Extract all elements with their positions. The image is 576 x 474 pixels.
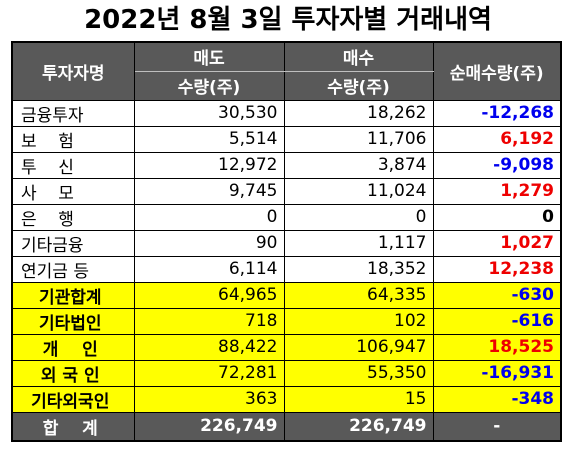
net-buy-quantity: 18,525	[432, 333, 562, 361]
investor-name: 연기금 등	[11, 255, 135, 283]
investor-name: 개 인	[11, 333, 135, 361]
sell-quantity: 363	[133, 385, 285, 413]
investor-name: 외 국 인	[11, 359, 135, 387]
table-row: 연기금 등 6,114 18,352 12,238	[11, 255, 562, 283]
total-buy: 226,749	[283, 411, 434, 442]
sell-quantity: 90	[133, 229, 285, 257]
net-buy-quantity: -16,931	[432, 359, 562, 387]
table-row: 투 신 12,972 3,874 -9,098	[11, 151, 562, 179]
investor-name: 보 험	[11, 125, 135, 153]
table-row: 금융투자 30,530 18,262 -12,268	[11, 99, 562, 127]
total-net: -	[432, 411, 562, 442]
sell-quantity: 12,972	[133, 151, 285, 179]
header-sell-sub: 수량(주)	[133, 70, 285, 101]
net-buy-quantity: 0	[432, 203, 562, 231]
table-row: 사 모 9,745 11,024 1,279	[11, 177, 562, 205]
sell-quantity: 0	[133, 203, 285, 231]
buy-quantity: 1,117	[283, 229, 434, 257]
buy-quantity: 106,947	[283, 333, 434, 361]
net-buy-quantity: -348	[432, 385, 562, 413]
buy-quantity: 11,024	[283, 177, 434, 205]
investor-name: 기타법인	[11, 307, 135, 335]
net-buy-quantity: -616	[432, 307, 562, 335]
sell-quantity: 9,745	[133, 177, 285, 205]
buy-quantity: 3,874	[283, 151, 434, 179]
buy-quantity: 18,352	[283, 255, 434, 283]
sell-quantity: 88,422	[133, 333, 285, 361]
net-buy-quantity: 6,192	[432, 125, 562, 153]
net-buy-quantity: -9,098	[432, 151, 562, 179]
sell-quantity: 72,281	[133, 359, 285, 387]
table-row: 기타법인 718 102 -616	[11, 307, 562, 335]
investor-name: 기타금융	[11, 229, 135, 257]
buy-quantity: 0	[283, 203, 434, 231]
table-row: 외 국 인 72,281 55,350 -16,931	[11, 359, 562, 387]
buy-quantity: 15	[283, 385, 434, 413]
table-row: 기타금융 90 1,117 1,027	[11, 229, 562, 257]
header-net: 순매수량(주)	[432, 41, 562, 101]
net-buy-quantity: 1,279	[432, 177, 562, 205]
buy-quantity: 11,706	[283, 125, 434, 153]
buy-quantity: 64,335	[283, 281, 434, 309]
buy-quantity: 18,262	[283, 99, 434, 127]
investor-name: 기타외국인	[11, 385, 135, 413]
total-row: 합 계 226,749 226,749 -	[11, 411, 562, 442]
sell-quantity: 6,114	[133, 255, 285, 283]
buy-quantity: 102	[283, 307, 434, 335]
page-title: 2022년 8월 3일 투자자별 거래내역	[84, 5, 492, 35]
net-buy-quantity: -12,268	[432, 99, 562, 127]
header-investor: 투자자명	[11, 41, 135, 101]
total-sell: 226,749	[133, 411, 285, 442]
sell-quantity: 718	[133, 307, 285, 335]
investor-name: 사 모	[11, 177, 135, 205]
investor-name: 투 신	[11, 151, 135, 179]
header-buy: 매수	[283, 41, 434, 72]
sell-quantity: 5,514	[133, 125, 285, 153]
investor-name: 은 행	[11, 203, 135, 231]
investor-trading-table: 투자자명 매도 매수 순매수량(주) 수량(주) 수량(주) 금융투자 30,53…	[11, 41, 562, 442]
investor-name: 금융투자	[11, 99, 135, 127]
table-body: 금융투자 30,530 18,262 -12,268 보 험 5,514 11,706 6,1…	[11, 99, 562, 413]
table-row: 보 험 5,514 11,706 6,192	[11, 125, 562, 153]
net-buy-quantity: 12,238	[432, 255, 562, 283]
buy-quantity: 55,350	[283, 359, 434, 387]
table-row: 기관합계 64,965 64,335 -630	[11, 281, 562, 309]
sell-quantity: 30,530	[133, 99, 285, 127]
table-row: 기타외국인 363 15 -348	[11, 385, 562, 413]
total-label: 합 계	[11, 411, 135, 442]
header-buy-sub: 수량(주)	[283, 70, 434, 101]
net-buy-quantity: -630	[432, 281, 562, 309]
table-row: 개 인 88,422 106,947 18,525	[11, 333, 562, 361]
investor-name: 기관합계	[11, 281, 135, 309]
header-sell: 매도	[133, 41, 285, 72]
net-buy-quantity: 1,027	[432, 229, 562, 257]
sell-quantity: 64,965	[133, 281, 285, 309]
